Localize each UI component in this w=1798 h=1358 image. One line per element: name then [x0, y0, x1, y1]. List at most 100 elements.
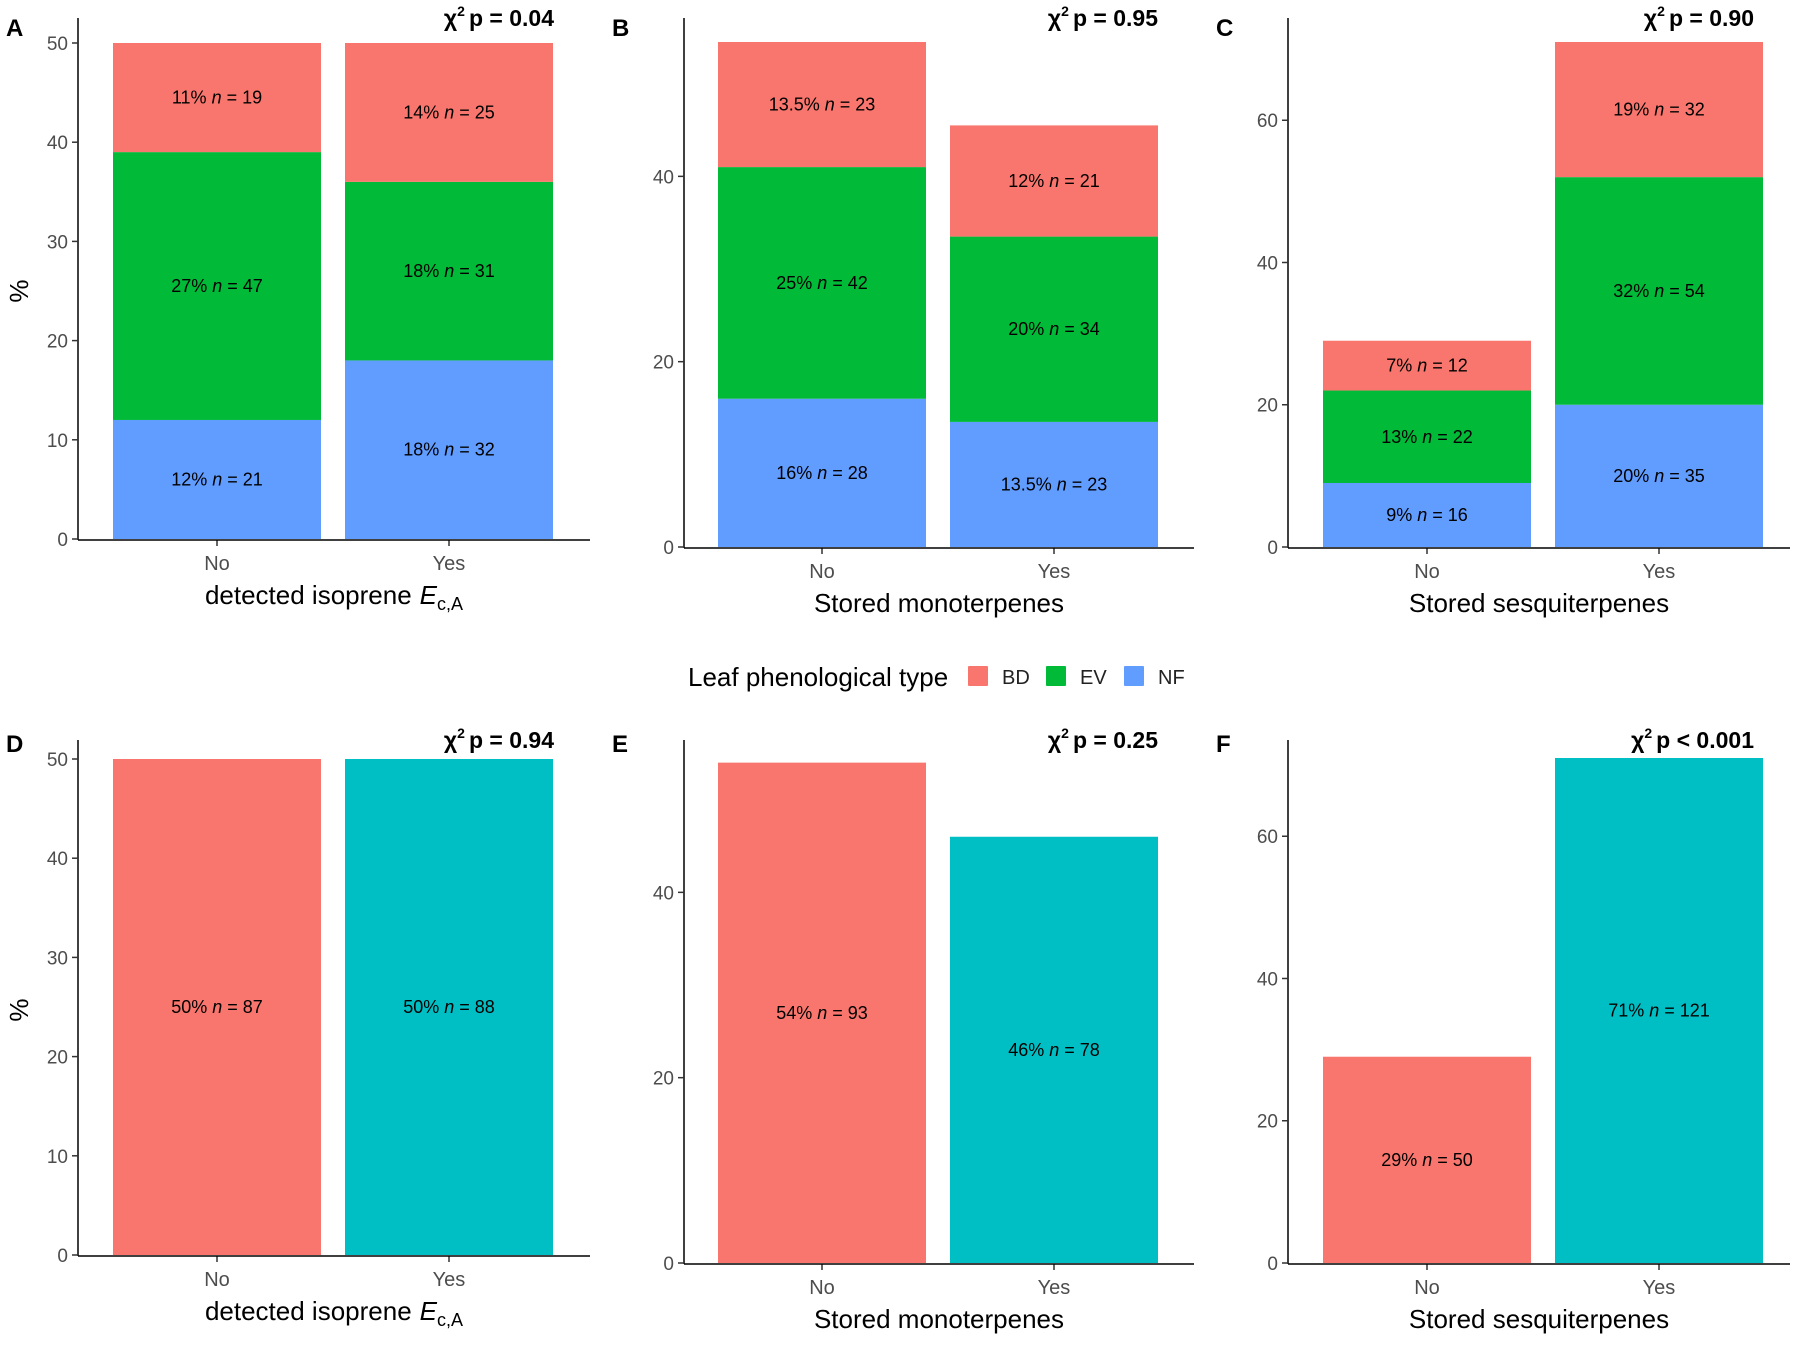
- y-tick-label: 50: [47, 34, 68, 55]
- panel-letter: C: [1216, 15, 1233, 42]
- y-tick-label: 0: [663, 1254, 674, 1275]
- bar-yes: [950, 836, 1158, 1263]
- segment-label: 25% n = 42: [776, 273, 868, 293]
- bar-segment-ev-no: [718, 167, 926, 399]
- bar-segment-ev-no: [1323, 390, 1531, 483]
- x-tick-label: Yes: [1038, 561, 1071, 583]
- chi-square-pvalue: χ2 p = 0.94: [444, 725, 554, 753]
- y-tick-label: 20: [1257, 1112, 1278, 1133]
- x-axis-title: Stored monoterpenes: [814, 1304, 1064, 1334]
- y-tick-label: 0: [57, 1246, 68, 1267]
- panel-e: E 54% n = 93 No 46% n = 78 Yes 0 20 40 Stored mo…: [612, 725, 1194, 1334]
- segment-label: 9% n = 16: [1386, 505, 1468, 525]
- bar-segment-bd-no: [113, 43, 321, 153]
- bar-segment-nf-yes: [1555, 404, 1763, 547]
- x-tick-label: Yes: [433, 553, 466, 575]
- bar-segment-nf-no: [113, 419, 321, 539]
- segment-label: 13.5% n = 23: [1001, 474, 1108, 494]
- bar-segment-nf-no: [1323, 482, 1531, 547]
- x-tick-label: Yes: [1643, 561, 1676, 583]
- chi-square-pvalue: χ2 p = 0.25: [1048, 725, 1158, 753]
- y-tick-label: 50: [47, 750, 68, 771]
- legend-item-bd: BD: [968, 666, 1030, 689]
- bar-segment-ev-no: [113, 152, 321, 420]
- bar-label: 50% n = 87: [171, 997, 263, 1017]
- segment-label: 18% n = 32: [403, 440, 495, 460]
- panel-letter: F: [1216, 731, 1231, 758]
- legend-swatch: [1124, 666, 1144, 686]
- x-tick-label: Yes: [1038, 1277, 1071, 1299]
- bar-segment-bd-no: [1323, 340, 1531, 391]
- y-tick-label: 40: [1257, 969, 1278, 990]
- x-tick-label: Yes: [433, 1269, 466, 1291]
- segment-label: 32% n = 54: [1613, 281, 1705, 301]
- segment-label: 20% n = 35: [1613, 466, 1705, 486]
- y-tick-label: 20: [653, 353, 674, 374]
- x-axis-title: detected isoprene Ec,A: [205, 1296, 463, 1330]
- chi-square-pvalue: χ2 p = 0.04: [444, 3, 554, 31]
- panel-b: B 16% n = 28 25% n = 42 13.5% n = 23 No 13.5%…: [612, 3, 1194, 618]
- y-tick-label: 20: [47, 332, 68, 353]
- x-axis-title: Stored sesquiterpenes: [1409, 1304, 1669, 1334]
- segment-label: 27% n = 47: [171, 276, 263, 296]
- y-tick-label: 20: [653, 1069, 674, 1090]
- legend-title: Leaf phenological type: [688, 662, 948, 692]
- y-tick-label: 20: [47, 1048, 68, 1069]
- x-axis-title: Stored sesquiterpenes: [1409, 588, 1669, 618]
- bar-yes: [345, 759, 553, 1255]
- segment-label: 12% n = 21: [1008, 171, 1100, 191]
- y-tick-label: 10: [47, 1147, 68, 1168]
- y-tick-label: 40: [47, 133, 68, 154]
- y-axis-title: %: [4, 279, 34, 302]
- y-tick-label: 40: [653, 167, 674, 188]
- bar-label: 54% n = 93: [776, 1003, 868, 1023]
- panel-c: C 9% n = 16 13% n = 22 7% n = 12 No 20% n = 3…: [1216, 3, 1790, 618]
- segment-label: 11% n = 19: [172, 88, 262, 108]
- segment-label: 13% n = 22: [1381, 427, 1473, 447]
- segment-label: 13.5% n = 23: [769, 95, 876, 115]
- chi-square-pvalue: χ2 p < 0.001: [1631, 725, 1754, 753]
- bar-no: [718, 762, 926, 1263]
- bar-segment-ev-yes: [950, 236, 1158, 422]
- bar-label: 29% n = 50: [1381, 1150, 1473, 1170]
- segment-label: 7% n = 12: [1386, 356, 1468, 376]
- bar-yes: [1555, 758, 1763, 1263]
- y-tick-label: 30: [47, 948, 68, 969]
- bar-no: [1323, 1056, 1531, 1263]
- legend-swatch: [1046, 666, 1066, 686]
- bar-segment-bd-yes: [345, 43, 553, 182]
- bar-label: 71% n = 121: [1608, 1001, 1710, 1021]
- bar-segment-bd-yes: [1555, 42, 1763, 178]
- x-tick-label: No: [1414, 561, 1440, 583]
- legend: Leaf phenological type BD EV NF: [688, 662, 1185, 692]
- bar-segment-nf-yes: [345, 360, 553, 539]
- bar-label: 46% n = 78: [1008, 1040, 1100, 1060]
- x-tick-label: No: [1414, 1277, 1440, 1299]
- y-tick-label: 60: [1257, 827, 1278, 848]
- x-axis-title: Stored monoterpenes: [814, 588, 1064, 618]
- panel-letter: E: [612, 731, 628, 758]
- y-tick-label: 20: [1257, 396, 1278, 417]
- x-tick-label: No: [809, 1277, 835, 1299]
- segment-label: 12% n = 21: [171, 469, 263, 489]
- legend-label: EV: [1080, 667, 1107, 689]
- y-tick-label: 0: [57, 530, 68, 551]
- y-tick-label: 0: [1267, 1254, 1278, 1275]
- y-tick-label: 30: [47, 232, 68, 253]
- legend-item-nf: NF: [1124, 666, 1185, 689]
- y-tick-label: 0: [1267, 538, 1278, 559]
- x-tick-label: No: [204, 1269, 230, 1291]
- bar-no: [113, 759, 321, 1255]
- bar-segment-ev-yes: [345, 181, 553, 361]
- segment-label: 16% n = 28: [776, 463, 868, 483]
- legend-item-ev: EV: [1046, 666, 1107, 689]
- chi-square-pvalue: χ2 p = 0.95: [1048, 3, 1158, 31]
- panel-a: A 12% n = 21 27% n = 47 11% n = 19 No 18% n =…: [4, 3, 590, 614]
- panel-d: D 50% n = 87 No 50% n = 88 Yes 0 10 20 30 40 50% de…: [4, 725, 590, 1330]
- bar-segment-nf-yes: [950, 421, 1158, 547]
- panel-letter: A: [6, 15, 23, 42]
- segment-label: 20% n = 34: [1008, 319, 1100, 339]
- x-axis-title: detected isoprene Ec,A: [205, 580, 463, 614]
- y-tick-label: 0: [663, 538, 674, 559]
